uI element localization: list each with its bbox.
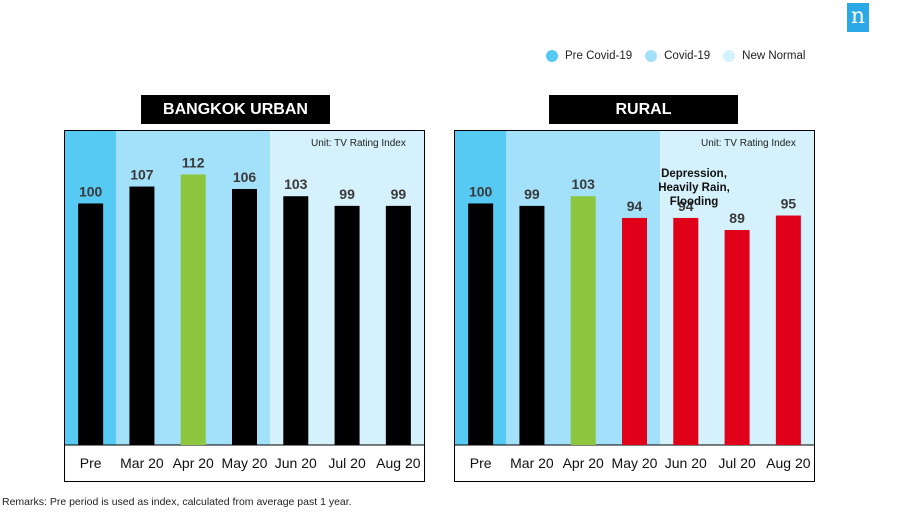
legend-label: Covid-19 bbox=[664, 50, 711, 62]
bar-chart-bangkok: 100 Pre 107 Mar 20 112 Apr 20 106 May 20 103 Jun … bbox=[65, 131, 424, 471]
bar bbox=[468, 203, 494, 445]
data-label: 103 bbox=[572, 176, 596, 192]
data-label: 106 bbox=[233, 169, 257, 185]
legend-item-pre-covid: Pre Covid-19 bbox=[546, 50, 632, 62]
data-label: 100 bbox=[469, 183, 493, 199]
x-tick-label: Jun 20 bbox=[665, 455, 707, 471]
x-tick-label: Aug 20 bbox=[376, 455, 421, 471]
bar bbox=[129, 186, 155, 446]
bar bbox=[180, 174, 206, 445]
data-label: 95 bbox=[781, 196, 797, 212]
bar bbox=[570, 196, 596, 445]
x-tick-label: Mar 20 bbox=[510, 455, 554, 471]
legend-dot-new-normal bbox=[723, 50, 736, 62]
data-label: 107 bbox=[130, 167, 154, 183]
bar-chart-rural: 100 Pre 99 Mar 20 103 Apr 20 94 May 20 94 Jun 20 8… bbox=[455, 131, 814, 471]
bar bbox=[519, 205, 545, 445]
legend-item-new-normal: New Normal bbox=[723, 50, 805, 62]
data-label: 99 bbox=[339, 186, 355, 202]
chart-panel-rural: 100 Pre 99 Mar 20 103 Apr 20 94 May 20 94 Jun 20 8… bbox=[454, 130, 815, 482]
chart-panel-bangkok: 100 Pre 107 Mar 20 112 Apr 20 106 May 20 103 Jun … bbox=[64, 130, 425, 482]
bar bbox=[78, 203, 104, 445]
x-tick-label: Mar 20 bbox=[120, 455, 164, 471]
data-label: 112 bbox=[182, 154, 205, 170]
x-tick-label: Jul 20 bbox=[718, 455, 756, 471]
bar bbox=[724, 230, 750, 445]
panel-title-rural: RURAL bbox=[549, 95, 738, 124]
bar bbox=[283, 196, 309, 445]
bar bbox=[775, 215, 801, 445]
x-tick-label: Jul 20 bbox=[328, 455, 366, 471]
data-label: 94 bbox=[627, 198, 643, 214]
legend-dot-covid bbox=[645, 50, 658, 62]
legend-dot-pre-covid bbox=[546, 50, 558, 62]
bar bbox=[232, 188, 257, 445]
bar bbox=[385, 205, 411, 445]
data-label: 99 bbox=[524, 186, 540, 202]
x-tick-label: May 20 bbox=[222, 455, 268, 471]
panel-title-bangkok: BANGKOK URBAN bbox=[141, 95, 330, 124]
data-label: 99 bbox=[391, 186, 407, 202]
data-label: 100 bbox=[79, 183, 103, 199]
x-tick-label: Jun 20 bbox=[275, 455, 317, 471]
chart-legend: Pre Covid-19 Covid-19 New Normal bbox=[546, 50, 818, 62]
data-label: 94 bbox=[678, 198, 694, 214]
x-tick-label: May 20 bbox=[612, 455, 658, 471]
remarks-text: Remarks: Pre period is used as index, ca… bbox=[2, 496, 352, 508]
x-tick-label: Pre bbox=[80, 455, 102, 471]
annotation-line: Depression, bbox=[661, 168, 727, 180]
legend-label: Pre Covid-19 bbox=[565, 50, 633, 62]
unit-label-bangkok: Unit: TV Rating Index bbox=[311, 138, 406, 149]
x-tick-label: Pre bbox=[470, 455, 492, 471]
bar bbox=[334, 205, 360, 445]
x-tick-label: Aug 20 bbox=[766, 455, 811, 471]
bar bbox=[622, 217, 647, 445]
nielsen-logo: n bbox=[847, 3, 869, 32]
data-label: 89 bbox=[729, 210, 745, 226]
unit-label-rural: Unit: TV Rating Index bbox=[701, 138, 796, 149]
x-tick-label: Apr 20 bbox=[563, 455, 604, 471]
legend-label: New Normal bbox=[742, 50, 806, 62]
rural-annotation: Depression, Heavily Rain, Flooding bbox=[646, 167, 742, 209]
annotation-line: Heavily Rain, Flooding bbox=[658, 182, 730, 208]
bar bbox=[673, 217, 699, 445]
x-tick-label: Apr 20 bbox=[173, 455, 214, 471]
legend-item-covid: Covid-19 bbox=[645, 50, 710, 62]
data-label: 103 bbox=[284, 176, 308, 192]
